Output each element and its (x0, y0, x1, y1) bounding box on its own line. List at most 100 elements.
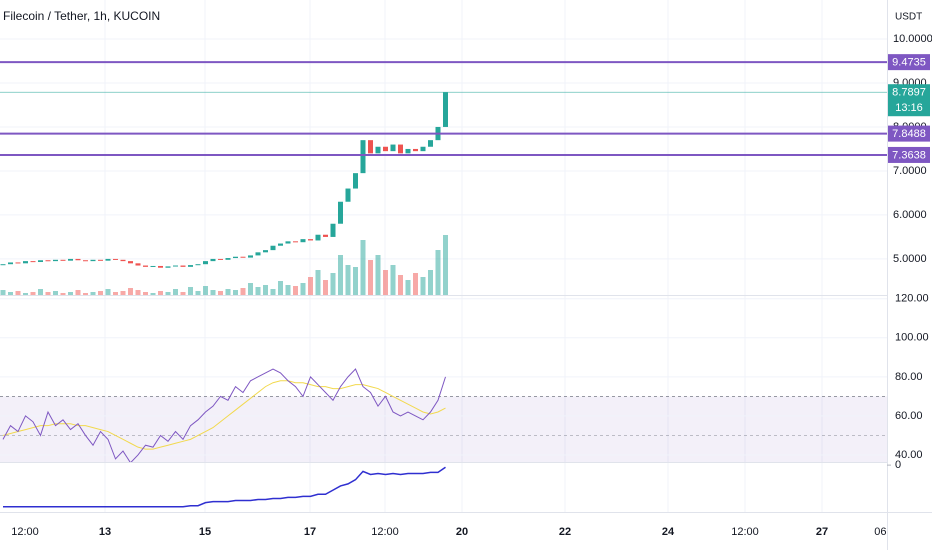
volume-bar (135, 290, 141, 295)
volume-bar (255, 287, 261, 295)
volume-bar (240, 288, 246, 295)
y-tick-label: 10.0000 (893, 33, 932, 45)
volume-bar (158, 291, 163, 295)
volume-bar (98, 291, 103, 295)
y-tick-label: 100.00 (895, 332, 929, 344)
volume-bar (293, 286, 298, 295)
volume-bar (23, 293, 28, 295)
candle (338, 201, 343, 224)
volume-bar (435, 250, 441, 295)
volume-bar (218, 291, 223, 295)
volume-bar (390, 265, 396, 295)
candle (75, 258, 81, 261)
volume-bar (233, 290, 238, 295)
volume-bar (315, 270, 321, 295)
candle (300, 239, 306, 243)
candle (428, 140, 433, 147)
candle (375, 146, 381, 154)
candle (188, 265, 193, 267)
volume-bar (30, 292, 36, 295)
volume-bar (8, 292, 13, 295)
x-tick-label: 13 (99, 526, 111, 538)
candle (68, 258, 73, 261)
volume-bar (330, 273, 336, 295)
y-tick-label: 120.00 (895, 293, 929, 305)
candle (135, 263, 141, 266)
volume-bar (180, 292, 186, 295)
candle (120, 259, 126, 262)
rsi-pane (0, 298, 887, 462)
volume-bar (225, 289, 231, 295)
volume-bar (285, 285, 291, 295)
chart-title: Filecoin / Tether, 1h, KUCOIN (3, 9, 160, 23)
x-tick-label: 20 (456, 526, 468, 538)
candle (248, 255, 253, 258)
volume-bar (338, 255, 343, 295)
y-tick-label: 6.0000 (893, 209, 927, 221)
volume-bar (38, 289, 43, 295)
volume-bar (360, 240, 366, 295)
volume-bar (15, 291, 21, 295)
y-tick-label: 80.00 (895, 371, 923, 383)
candle (330, 223, 336, 237)
candle (345, 188, 351, 202)
x-tick-label: 17 (304, 526, 316, 538)
volume-bar (420, 277, 426, 295)
candle (0, 264, 6, 266)
candle (30, 261, 36, 263)
x-tick-label: 12:00 (11, 526, 39, 538)
last-price-box (888, 84, 930, 117)
candle (443, 92, 448, 127)
last-price-label: 8.7897 (892, 87, 926, 99)
indicator-line (3, 466, 446, 508)
volume-bar (45, 292, 51, 295)
volume-bar (398, 275, 403, 295)
volume-bar (300, 283, 306, 295)
candle (45, 260, 51, 262)
time-axis: 12:00 13 15 17 12:00 20 22 24 12:00 27 06:0 (11, 526, 895, 538)
x-tick-label: 06:0 (874, 526, 895, 538)
level-label-box (888, 125, 930, 142)
candle (405, 148, 411, 154)
candle (38, 260, 43, 263)
volume-bar (195, 291, 201, 295)
candle (255, 252, 261, 256)
volume-bar (375, 255, 381, 295)
volume-bar (203, 286, 208, 295)
candle (308, 239, 313, 241)
rsi-line (2, 380, 446, 450)
candle (150, 265, 156, 267)
volume-bar (443, 235, 448, 295)
candle (285, 241, 291, 244)
candle (383, 146, 388, 152)
candle (8, 262, 13, 265)
candle (23, 261, 28, 264)
volume-bar (90, 292, 96, 295)
candle (323, 234, 328, 237)
volume-bar (248, 283, 253, 295)
volume-bar (75, 290, 81, 295)
countdown-label: 13:16 (895, 102, 923, 114)
volume-bar (68, 292, 73, 295)
y-tick-label: 0 (895, 459, 901, 471)
volume-bar (105, 289, 111, 295)
x-tick-label: 24 (662, 526, 675, 538)
volume-bar (173, 289, 178, 295)
volume-bar (428, 270, 433, 295)
candle (60, 259, 66, 261)
volume-bar (210, 290, 216, 295)
candle (98, 259, 103, 261)
volume-bar (270, 289, 276, 295)
volume-bar (143, 292, 148, 295)
candle (210, 258, 216, 262)
volume-bar (383, 270, 388, 295)
candle (225, 258, 231, 260)
volume-bar (308, 277, 313, 295)
volume-bar (353, 267, 358, 295)
candle (353, 173, 358, 189)
volume-bar (128, 288, 133, 295)
candle (83, 260, 88, 262)
volume-bar (323, 280, 328, 295)
candle (180, 265, 186, 267)
candle (90, 259, 96, 262)
